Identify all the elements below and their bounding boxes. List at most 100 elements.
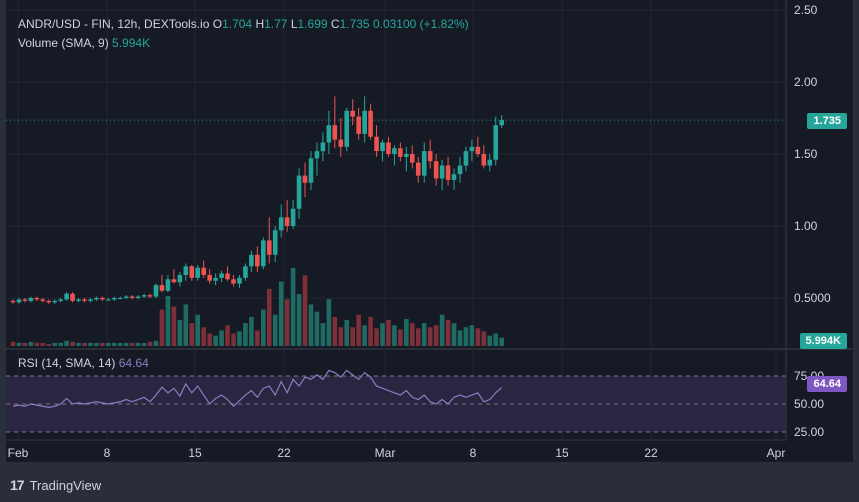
- candle-body: [410, 154, 415, 163]
- volume-bar: [189, 323, 195, 346]
- volume-bar: [445, 320, 451, 346]
- candle-body: [302, 175, 308, 183]
- volume-bar: [374, 328, 379, 346]
- candle: [386, 136, 391, 157]
- candle-body: [219, 273, 224, 278]
- candle-body: [58, 299, 63, 301]
- candle: [82, 298, 87, 303]
- volume-bar: [493, 333, 499, 346]
- candle-body: [165, 279, 171, 291]
- candle: [22, 298, 28, 303]
- candle-body: [237, 277, 242, 284]
- volume-bar: [249, 316, 254, 346]
- volume-bar: [332, 316, 338, 346]
- candle-body: [22, 299, 28, 301]
- candle-body: [451, 174, 457, 180]
- candle-body: [326, 125, 332, 143]
- candle: [231, 274, 236, 287]
- volume-bar: [16, 342, 22, 346]
- candle-body: [141, 295, 147, 297]
- volume-bar: [439, 314, 445, 346]
- candle: [451, 168, 457, 190]
- candle: [165, 274, 171, 293]
- candle-body: [445, 165, 451, 180]
- rsi-value: 64.64: [118, 356, 149, 370]
- grid-lines: [6, 0, 853, 440]
- candle: [153, 283, 159, 298]
- volume-bar: [243, 323, 248, 346]
- candle: [40, 298, 46, 303]
- candle-body: [487, 159, 493, 166]
- candle: [159, 274, 165, 293]
- candle-body: [421, 151, 427, 176]
- candle: [290, 200, 296, 229]
- candle-body: [362, 110, 367, 134]
- candle-body: [380, 142, 385, 152]
- candle-body: [201, 267, 206, 275]
- volume-bar: [201, 327, 206, 346]
- candle-body: [415, 162, 421, 176]
- candle: [261, 237, 266, 270]
- candle: [94, 296, 99, 301]
- volume-bar: [70, 341, 75, 346]
- candle-body: [284, 217, 290, 226]
- candle: [326, 110, 332, 154]
- volume-value: 5.994K: [112, 36, 151, 50]
- candle-body: [368, 110, 373, 137]
- candle: [207, 269, 212, 284]
- volume-bar: [129, 342, 135, 346]
- candle-body: [46, 300, 52, 303]
- candle: [46, 299, 52, 304]
- volume-bar: [219, 330, 224, 346]
- volume-bar: [255, 330, 260, 346]
- low-value: 1.699: [297, 17, 328, 31]
- candle-body: [475, 146, 481, 154]
- volume-bar: [404, 318, 409, 346]
- candle: [284, 200, 290, 232]
- candle-body: [123, 296, 129, 298]
- rsi-tick-label: 25.00: [794, 425, 824, 439]
- volume-bar: [266, 288, 272, 346]
- candle-body: [88, 299, 93, 301]
- candle: [225, 266, 230, 281]
- candle-body: [344, 110, 350, 147]
- volume-bar: [117, 342, 123, 346]
- volume-bar: [272, 314, 278, 346]
- volume-bar: [314, 311, 320, 346]
- candle-body: [290, 208, 296, 226]
- volume-bar: [421, 323, 427, 346]
- candle: [445, 156, 451, 186]
- volume-bar: [410, 323, 415, 346]
- close-value: 1.735: [339, 17, 370, 31]
- candle: [195, 264, 201, 281]
- candle-body: [439, 165, 445, 179]
- volume-bar: [320, 323, 326, 346]
- volume-bar: [380, 323, 385, 346]
- volume-bar: [153, 340, 159, 346]
- rsi-polyline: [12, 369, 503, 408]
- time-tick-label: 22: [277, 446, 291, 460]
- volume-bar: [469, 325, 475, 346]
- time-tick-label: Apr: [767, 446, 786, 460]
- volume-bar: [338, 327, 344, 346]
- candle-body: [231, 279, 236, 284]
- candle: [272, 226, 278, 262]
- candle: [10, 299, 16, 304]
- candle-body: [374, 136, 379, 152]
- volume-bar: [499, 337, 504, 346]
- volume-bar: [207, 333, 212, 346]
- axes: 2.50 2.00 1.50 1.00 0.5000 Feb 8 15 22 Mar 8 15 22 Ap…: [6, 0, 831, 460]
- candle: [475, 136, 481, 157]
- candle-body: [129, 296, 135, 298]
- candle: [141, 293, 147, 298]
- volume-bar: [147, 341, 153, 346]
- volume-bar: [10, 341, 16, 346]
- tradingview-logo[interactable]: 17 TradingView: [10, 476, 101, 494]
- candle-body: [153, 285, 159, 297]
- tradingview-logo-icon: 17: [10, 477, 25, 493]
- volume-bar: [451, 323, 457, 346]
- candle: [129, 295, 135, 300]
- candle-body: [272, 230, 278, 255]
- candle-body: [117, 298, 123, 299]
